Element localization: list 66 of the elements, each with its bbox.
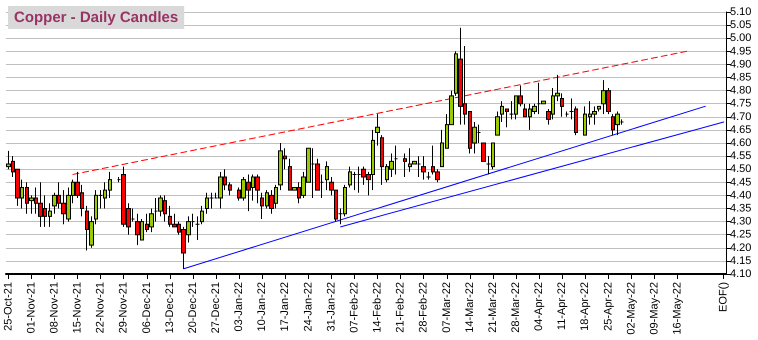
y-tick-label: 4.40 xyxy=(730,189,752,202)
x-tick-label: 17-Jan-22 xyxy=(279,282,292,332)
y-tick-label: 4.45 xyxy=(730,176,752,188)
y-tick-label: 5.05 xyxy=(730,19,752,32)
candlestick xyxy=(38,182,43,228)
x-tick-label: 06-Dec-21 xyxy=(140,282,153,334)
candlestick xyxy=(565,111,569,118)
x-tick-label: 21-Feb-22 xyxy=(394,282,407,333)
candlestick xyxy=(255,174,260,204)
y-tick-label: 5.10 xyxy=(730,6,752,18)
y-tick-label: 4.30 xyxy=(730,216,752,228)
y-tick-label: 4.25 xyxy=(730,228,752,241)
x-tick-label: 14-Feb-22 xyxy=(372,282,384,333)
x-tick-label: 01-Nov-21 xyxy=(25,282,38,334)
y-tick-label: 4.95 xyxy=(730,45,752,58)
candlestick xyxy=(421,156,426,180)
x-tick-label: 02-May-22 xyxy=(625,282,638,335)
candlestick xyxy=(278,142,283,191)
y-tick-label: 5.00 xyxy=(730,32,752,44)
candlestick xyxy=(375,114,380,146)
x-tick-label: 28-Feb-22 xyxy=(418,282,430,333)
y-tick-label: 4.70 xyxy=(730,110,752,123)
x-tick-label: 03-Jan-22 xyxy=(233,282,246,332)
x-tick-label: 14-Mar-22 xyxy=(464,282,476,333)
y-tick-label: 4.85 xyxy=(730,72,752,84)
y-tick-label: 4.10 xyxy=(730,268,752,280)
x-tick-label: 29-Nov-21 xyxy=(118,282,130,334)
x-tick-label: 07-Feb-22 xyxy=(348,282,360,333)
y-tick-label: 4.90 xyxy=(730,58,752,70)
x-tick-label: 09-May-22 xyxy=(648,282,660,335)
candlestick xyxy=(135,213,140,246)
x-tick-label: 27-Dec-21 xyxy=(210,282,222,334)
y-tick-label: 4.65 xyxy=(730,124,752,136)
x-tick-label: 11-Apr-22 xyxy=(556,282,568,330)
x-tick-label: 31-Jan-22 xyxy=(325,282,338,332)
chart-title: Copper - Daily Candles xyxy=(14,9,178,26)
x-tick-label: 24-Jan-22 xyxy=(302,282,314,332)
x-tick-label: EOF() xyxy=(718,282,730,312)
x-tick-label: 25-Oct-21 xyxy=(2,282,14,331)
y-tick-label: 4.35 xyxy=(730,202,752,214)
y-tick-label: 4.55 xyxy=(730,150,752,162)
x-tick-label: 28-Mar-22 xyxy=(510,282,522,333)
x-tick-label: 07-Mar-22 xyxy=(440,282,453,333)
x-tick-label: 10-Jan-22 xyxy=(256,282,268,332)
candlestick xyxy=(426,171,431,180)
x-tick-label: 21-Mar-22 xyxy=(486,282,499,333)
x-tick-label: 08-Nov-21 xyxy=(48,282,60,334)
x-tick-label: 13-Dec-21 xyxy=(164,282,176,334)
x-tick-label: 25-Apr-22 xyxy=(602,282,614,331)
y-tick-label: 4.80 xyxy=(730,84,752,97)
y-tick-label: 4.60 xyxy=(730,137,752,149)
y-tick-label: 4.20 xyxy=(730,242,752,254)
x-tick-label: 04-Apr-22 xyxy=(533,282,546,331)
candlestick xyxy=(481,142,486,162)
y-tick-label: 4.50 xyxy=(730,163,752,176)
x-tick-label: 22-Nov-21 xyxy=(94,282,107,334)
candlestick xyxy=(325,160,329,191)
candlestick xyxy=(403,152,407,178)
x-tick-label: 15-Nov-21 xyxy=(72,282,84,334)
x-tick-label: 16-May-22 xyxy=(672,282,684,335)
x-tick-label: 20-Dec-21 xyxy=(186,282,199,334)
candlestick xyxy=(615,111,620,136)
candlestick xyxy=(218,171,223,209)
x-tick-label: 18-Apr-22 xyxy=(579,282,592,331)
y-tick-label: 4.75 xyxy=(730,98,752,110)
y-tick-label: 4.15 xyxy=(730,254,752,267)
